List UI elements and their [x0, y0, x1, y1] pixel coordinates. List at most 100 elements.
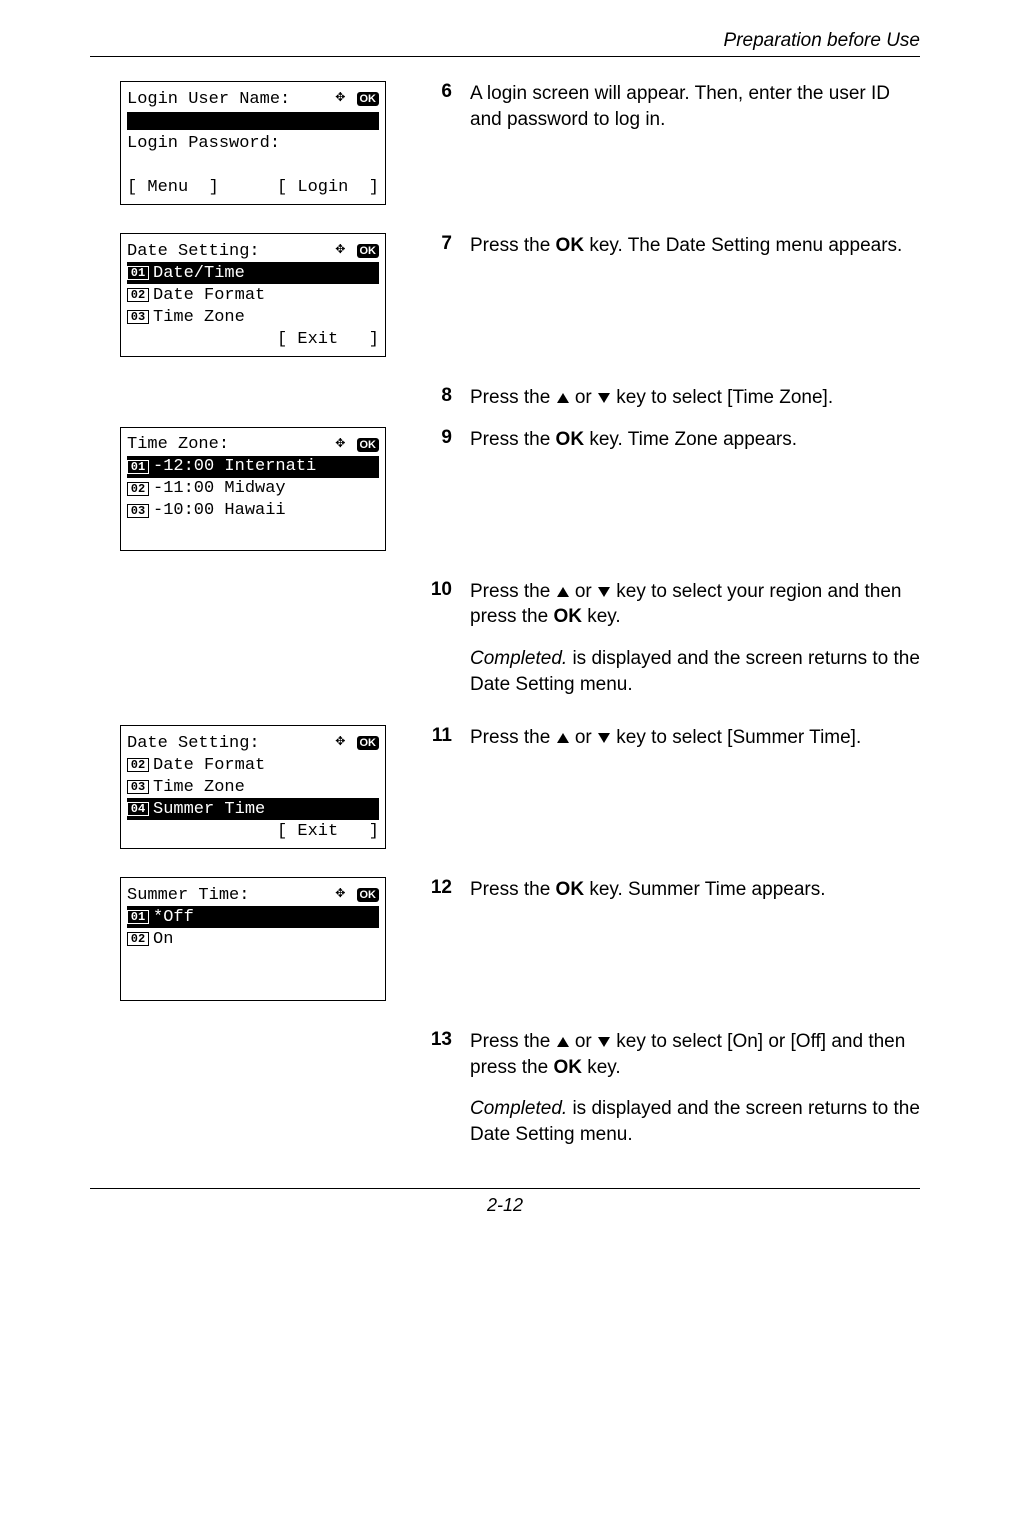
- footer-rule: [90, 1188, 920, 1189]
- lcd-login: Login User Name: OK Login Password: [ Me…: [120, 81, 386, 205]
- item-num: 01: [127, 460, 149, 474]
- menu-item-tz-11: 02 -11:00 Midway: [127, 478, 379, 500]
- menu-item-summertime: 04 Summer Time: [127, 798, 379, 820]
- step-text: Press the OK key. The Date Setting menu …: [470, 233, 902, 259]
- step-number: 6: [430, 81, 452, 132]
- t: key to select [Summer Time].: [611, 727, 861, 748]
- item-label: Time Zone: [153, 309, 245, 326]
- completed-text: Completed.: [470, 648, 567, 669]
- step-text: Press the or key to select [Time Zone].: [470, 385, 833, 411]
- ok-keyword: OK: [553, 1057, 582, 1078]
- item-num: 01: [127, 910, 149, 924]
- lcd-date-setting-1: Date Setting: OK 01 Date/Time 02 Date Fo…: [120, 233, 386, 357]
- item-label: Date Format: [153, 757, 265, 774]
- t: Press the: [470, 429, 556, 450]
- ok-icon: OK: [357, 92, 380, 106]
- t: key.: [582, 1057, 621, 1078]
- step-text: Press the or key to select [Summer Time]…: [470, 725, 861, 751]
- step-row-8: 8 Press the or key to select [Time Zone]…: [90, 385, 920, 411]
- item-label: Time Zone: [153, 779, 245, 796]
- item-label: Date Format: [153, 287, 265, 304]
- lcd-time-zone: Time Zone: OK 01 -12:00 Internati 02 -11…: [120, 427, 386, 551]
- menu-item-dateformat: 02 Date Format: [127, 284, 379, 306]
- step-number: 9: [430, 427, 452, 453]
- lcd-summer-time: Summer Time: OK 01*Off 02 On: [120, 877, 386, 1001]
- menu-item-timezone: 03 Time Zone: [127, 776, 379, 798]
- t: Press the: [470, 581, 556, 602]
- menu-item-tz-12: 01 -12:00 Internati: [127, 456, 379, 478]
- nav-icon: [336, 243, 352, 259]
- t: Press the: [470, 387, 556, 408]
- ok-icon: OK: [357, 888, 380, 902]
- item-num: 02: [127, 932, 149, 946]
- ok-keyword: OK: [553, 606, 582, 627]
- item-num: 02: [127, 288, 149, 302]
- ok-keyword: OK: [556, 879, 585, 900]
- ok-icon: OK: [357, 736, 380, 750]
- step6-text: A login screen will appear. Then, enter …: [470, 83, 890, 130]
- t: key to select [Time Zone].: [611, 387, 833, 408]
- t: Press the: [470, 727, 556, 748]
- step-number: 12: [430, 877, 452, 903]
- lcd-title: Time Zone:: [127, 436, 229, 453]
- item-label: Date/Time: [153, 265, 245, 282]
- step-number: 11: [430, 725, 452, 751]
- down-arrow-icon: [598, 1037, 610, 1047]
- item-label: Summer Time: [153, 801, 265, 818]
- ok-keyword: OK: [556, 235, 585, 256]
- menu-item-tz-10: 03 -10:00 Hawaii: [127, 500, 379, 522]
- t: or: [570, 581, 597, 602]
- header-rule: [90, 56, 920, 57]
- item-num: 03: [127, 310, 149, 324]
- nav-icon: [336, 437, 352, 453]
- down-arrow-icon: [598, 733, 610, 743]
- t: or: [570, 727, 597, 748]
- up-arrow-icon: [557, 733, 569, 743]
- item-num: 02: [127, 482, 149, 496]
- exit-button: [ Exit ]: [127, 820, 379, 842]
- lcd-date-setting-2: Date Setting: OK 02 Date Format 03 Time …: [120, 725, 386, 849]
- step-text: Press the or key to select [On] or [Off]…: [470, 1029, 920, 1148]
- lcd-title: Date Setting:: [127, 735, 260, 752]
- lcd-login-title: Login User Name:: [127, 91, 290, 108]
- step-text: Press the OK key. Time Zone appears.: [470, 427, 797, 453]
- t: key. The Date Setting menu appears.: [584, 235, 902, 256]
- step-text: Press the or key to select your region a…: [470, 579, 920, 698]
- menu-item-on: 02 On: [127, 928, 379, 950]
- up-arrow-icon: [557, 1037, 569, 1047]
- ok-icon: OK: [357, 244, 380, 258]
- menu-button: [ Menu ]: [127, 179, 219, 196]
- content: Login User Name: OK Login Password: [ Me…: [90, 81, 920, 1148]
- step-row-6: Login User Name: OK Login Password: [ Me…: [90, 81, 920, 205]
- login-username-field: [127, 112, 379, 130]
- step-number: 10: [430, 579, 452, 698]
- t: Press the: [470, 235, 556, 256]
- login-button: [ Login ]: [277, 179, 379, 196]
- t: key.: [582, 606, 621, 627]
- header-title: Preparation before Use: [90, 30, 920, 52]
- up-arrow-icon: [557, 587, 569, 597]
- nav-ok-icons: OK: [336, 91, 380, 107]
- down-arrow-icon: [598, 393, 610, 403]
- ok-keyword: OK: [556, 429, 585, 450]
- up-arrow-icon: [557, 393, 569, 403]
- page-number: 2-12: [90, 1195, 920, 1216]
- nav-ok-icons: OK: [336, 887, 380, 903]
- login-password-label: Login Password:: [127, 132, 379, 154]
- item-num: 03: [127, 780, 149, 794]
- step-row-9: Time Zone: OK 01 -12:00 Internati 02 -11…: [90, 427, 920, 551]
- t: key. Time Zone appears.: [584, 429, 797, 450]
- item-label: On: [153, 931, 173, 948]
- step-number: 7: [430, 233, 452, 259]
- nav-icon: [336, 887, 352, 903]
- lcd-title: Date Setting:: [127, 243, 260, 260]
- item-num: 02: [127, 758, 149, 772]
- nav-ok-icons: OK: [336, 243, 380, 259]
- step-text: Press the OK key. Summer Time appears.: [470, 877, 826, 903]
- step-row-11: Date Setting: OK 02 Date Format 03 Time …: [90, 725, 920, 849]
- menu-item-datetime: 01 Date/Time: [127, 262, 379, 284]
- menu-item-off: 01*Off: [127, 906, 379, 928]
- t: key. Summer Time appears.: [584, 879, 825, 900]
- nav-icon: [336, 735, 352, 751]
- item-num: 03: [127, 504, 149, 518]
